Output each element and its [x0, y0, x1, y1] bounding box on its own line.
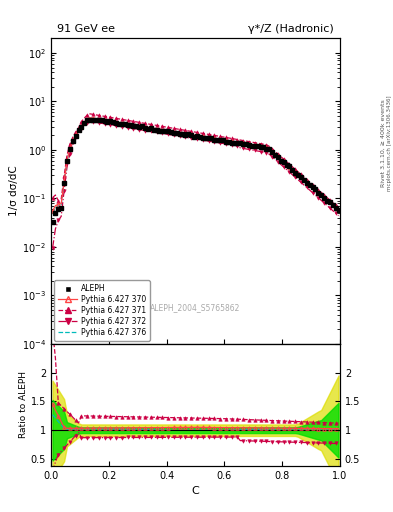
Text: Rivet 3.1.10, ≥ 400k events: Rivet 3.1.10, ≥ 400k events — [381, 99, 386, 187]
Text: mcplots.cern.ch [arXiv:1306.3436]: mcplots.cern.ch [arXiv:1306.3436] — [387, 96, 391, 191]
Y-axis label: Ratio to ALEPH: Ratio to ALEPH — [19, 371, 28, 438]
Legend: ALEPH, Pythia 6.427 370, Pythia 6.427 371, Pythia 6.427 372, Pythia 6.427 376: ALEPH, Pythia 6.427 370, Pythia 6.427 37… — [54, 281, 150, 340]
X-axis label: C: C — [192, 486, 199, 496]
Text: 91 GeV ee: 91 GeV ee — [57, 24, 115, 34]
Text: γ*/Z (Hadronic): γ*/Z (Hadronic) — [248, 24, 334, 34]
Y-axis label: 1/σ dσ/dC: 1/σ dσ/dC — [9, 166, 19, 217]
Text: ALEPH_2004_S5765862: ALEPH_2004_S5765862 — [151, 303, 241, 312]
